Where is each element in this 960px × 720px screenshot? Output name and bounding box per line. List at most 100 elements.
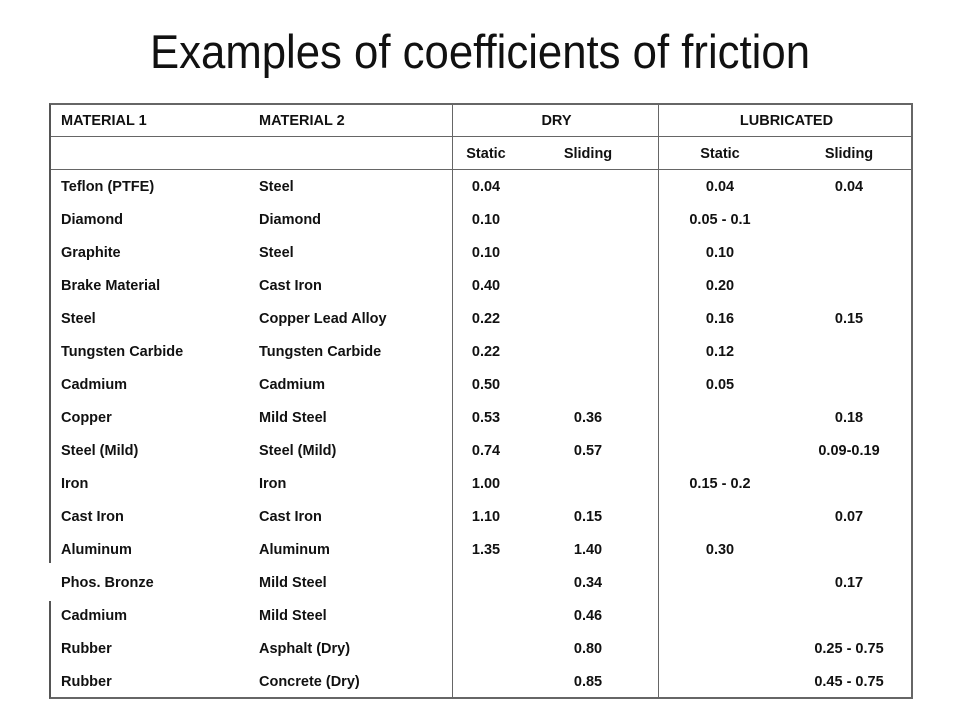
- material2-cell: Mild Steel: [259, 608, 327, 624]
- table-row: Teflon (PTFE) Steel 0.04 0.04 0.04: [51, 171, 911, 204]
- dry-sliding-cell: 0.34: [573, 575, 603, 591]
- subheader-dry-static: Static: [466, 146, 506, 162]
- friction-table: MATERIAL 1 MATERIAL 2 DRY LUBRICATED Sta…: [48, 103, 913, 699]
- material1-cell: Cadmium: [61, 377, 128, 393]
- table-row: Steel Copper Lead Alloy 0.22 0.16 0.15: [51, 303, 911, 336]
- header-dry: DRY: [541, 113, 572, 129]
- dry-static-cell: 0.22: [471, 344, 501, 360]
- material2-cell: Asphalt (Dry): [259, 641, 351, 657]
- material2-cell: Steel: [259, 179, 294, 195]
- table-row: Diamond Diamond 0.10 0.05 - 0.1: [51, 204, 911, 237]
- subheader-lub-sliding: Sliding: [824, 146, 874, 162]
- dry-sliding-cell: [554, 336, 622, 369]
- dry-sliding-cell: [554, 204, 622, 237]
- lub-static-cell: 0.04: [705, 179, 735, 195]
- material1-cell: Diamond: [61, 212, 124, 228]
- dry-sliding-cell: 0.46: [573, 608, 603, 624]
- lub-static-cell: 0.10: [705, 245, 735, 261]
- material1-cell: Cadmium: [61, 608, 128, 624]
- header-divider: [51, 136, 911, 137]
- table-row: Brake Material Cast Iron 0.40 0.20: [51, 270, 911, 303]
- dry-static-cell: 1.10: [471, 509, 501, 525]
- lub-static-cell: 0.05 - 0.1: [689, 212, 751, 228]
- material2-cell: Aluminum: [259, 542, 330, 558]
- table-row: Iron Iron 1.00 0.15 - 0.2: [51, 468, 911, 501]
- materials-dry-divider: [452, 105, 453, 697]
- dry-sliding-cell: [554, 171, 622, 204]
- dry-static-cell: [452, 567, 520, 600]
- page-title: Examples of coefficients of friction: [149, 25, 811, 78]
- lub-static-cell: [670, 435, 770, 468]
- lub-static-cell: 0.20: [705, 278, 735, 294]
- material1-cell: Phos. Bronze: [61, 575, 154, 591]
- lub-static-cell: 0.12: [705, 344, 735, 360]
- dry-static-cell: [452, 666, 520, 699]
- material1-cell: Steel: [61, 311, 96, 327]
- dry-sliding-cell: [554, 468, 622, 501]
- lub-static-cell: 0.30: [705, 542, 735, 558]
- subheader-lub-static: Static: [700, 146, 740, 162]
- material2-cell: Concrete (Dry): [259, 674, 360, 690]
- lub-sliding-cell: 0.09-0.19: [818, 443, 880, 459]
- subheader-divider: [51, 169, 911, 170]
- material1-cell: Cast Iron: [61, 509, 124, 525]
- dry-sliding-cell: 0.15: [573, 509, 603, 525]
- lub-sliding-cell: [799, 270, 899, 303]
- lub-static-cell: [670, 501, 770, 534]
- lub-sliding-cell: [799, 237, 899, 270]
- header-lubricated: LUBRICATED: [739, 113, 834, 129]
- dry-static-cell: 0.50: [471, 377, 501, 393]
- header-row: MATERIAL 1 MATERIAL 2 DRY LUBRICATED: [51, 105, 911, 138]
- table-row: Rubber Asphalt (Dry) 0.80 0.25 - 0.75: [51, 633, 911, 666]
- subheader-row: Static Sliding Static Sliding: [51, 138, 911, 171]
- dry-sliding-cell: 0.36: [573, 410, 603, 426]
- dry-sliding-cell: [554, 270, 622, 303]
- header-material2: MATERIAL 2: [259, 113, 345, 129]
- lub-sliding-cell: 0.04: [834, 179, 864, 195]
- material1-cell: Tungsten Carbide: [61, 344, 184, 360]
- dry-sliding-cell: 1.40: [573, 542, 603, 558]
- table-row: Steel (Mild) Steel (Mild) 0.74 0.57 0.09…: [51, 435, 911, 468]
- table-row: Rubber Concrete (Dry) 0.85 0.45 - 0.75: [51, 666, 911, 699]
- lub-static-cell: 0.16: [705, 311, 735, 327]
- material1-cell: Teflon (PTFE): [61, 179, 155, 195]
- material2-cell: Copper Lead Alloy: [259, 311, 387, 327]
- material2-cell: Steel (Mild): [259, 443, 337, 459]
- dry-static-cell: 0.22: [471, 311, 501, 327]
- lub-sliding-cell: [799, 369, 899, 402]
- material1-cell: Graphite: [61, 245, 121, 261]
- lub-sliding-cell: 0.45 - 0.75: [814, 674, 884, 690]
- material1-cell: Steel (Mild): [61, 443, 139, 459]
- material1-cell: Brake Material: [61, 278, 161, 294]
- material2-cell: Cast Iron: [259, 278, 322, 294]
- lub-sliding-cell: 0.25 - 0.75: [814, 641, 884, 657]
- dry-static-cell: [452, 600, 520, 633]
- lub-sliding-cell: 0.18: [834, 410, 864, 426]
- table-row: Cadmium Mild Steel 0.46: [51, 600, 911, 633]
- material2-cell: Mild Steel: [259, 575, 327, 591]
- lub-static-cell: [670, 633, 770, 666]
- material1-cell: Copper: [61, 410, 112, 426]
- lub-sliding-cell: [799, 204, 899, 237]
- dry-static-cell: [452, 633, 520, 666]
- lub-static-cell: [670, 567, 770, 600]
- table-row: Aluminum Aluminum 1.35 1.40 0.30: [51, 534, 911, 567]
- lub-static-cell: [670, 666, 770, 699]
- table-row: Copper Mild Steel 0.53 0.36 0.18: [51, 402, 911, 435]
- table-row: Phos. Bronze Mild Steel 0.34 0.17: [51, 567, 911, 600]
- material2-cell: Cast Iron: [259, 509, 322, 525]
- header-material1: MATERIAL 1: [61, 113, 147, 129]
- lub-static-cell: [670, 402, 770, 435]
- table-row: Graphite Steel 0.10 0.10: [51, 237, 911, 270]
- lub-sliding-cell: 0.15: [834, 311, 864, 327]
- lub-sliding-cell: 0.17: [834, 575, 864, 591]
- table-row: Cast Iron Cast Iron 1.10 0.15 0.07: [51, 501, 911, 534]
- material2-cell: Steel: [259, 245, 294, 261]
- lub-sliding-cell: [799, 600, 899, 633]
- dry-sliding-cell: 0.80: [573, 641, 603, 657]
- material2-cell: Mild Steel: [259, 410, 327, 426]
- material2-cell: Cadmium: [259, 377, 326, 393]
- dry-static-cell: 0.10: [471, 212, 501, 228]
- dry-static-cell: 0.04: [471, 179, 501, 195]
- lub-static-cell: 0.05: [705, 377, 735, 393]
